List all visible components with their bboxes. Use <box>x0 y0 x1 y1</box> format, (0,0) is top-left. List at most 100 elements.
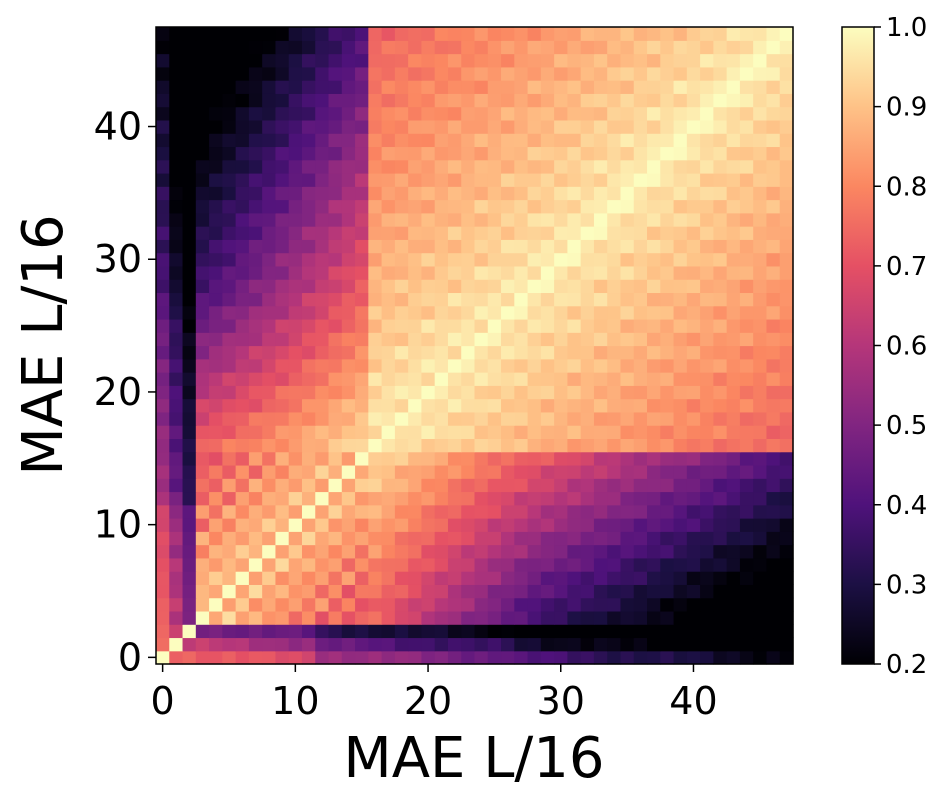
heatmap-cell <box>620 385 635 400</box>
heatmap-cell <box>315 159 330 174</box>
heatmap-cell <box>434 239 449 254</box>
heatmap-cell <box>739 239 754 254</box>
heatmap-cell <box>209 146 223 161</box>
heatmap-cell <box>368 451 383 466</box>
heatmap-cell <box>461 385 476 400</box>
heatmap-cell <box>288 172 303 187</box>
heatmap-cell <box>700 292 714 307</box>
heatmap-cell <box>248 106 263 121</box>
heatmap-cell <box>487 106 502 121</box>
heatmap-cell <box>567 531 582 546</box>
heatmap-cell <box>647 584 661 599</box>
heatmap-cell <box>779 385 794 400</box>
heatmap-cell <box>607 119 622 134</box>
heatmap-cell <box>660 372 675 386</box>
heatmap-cell <box>434 53 449 68</box>
heatmap-cell <box>169 239 184 254</box>
heatmap-cell <box>766 531 781 546</box>
heatmap-cell <box>288 425 303 439</box>
heatmap-cell <box>301 226 316 240</box>
heatmap-cell <box>554 27 568 41</box>
heatmap-cell <box>753 265 768 280</box>
heatmap-cell <box>726 597 741 612</box>
heatmap-cell <box>647 199 661 214</box>
heatmap-cell <box>315 40 330 55</box>
heatmap-cell <box>301 93 316 108</box>
heatmap-cell <box>501 637 515 652</box>
heatmap-cell <box>766 186 781 201</box>
heatmap-cell <box>262 80 277 94</box>
heatmap-cell <box>607 504 622 519</box>
heatmap-cell <box>461 451 476 466</box>
heatmap-cell <box>301 40 316 55</box>
heatmap-cell <box>421 199 436 214</box>
heatmap-cell <box>686 398 701 413</box>
heatmap-cell <box>766 66 781 81</box>
heatmap-cell <box>381 372 396 386</box>
heatmap-cell <box>408 239 423 254</box>
heatmap-cell <box>779 464 794 479</box>
heatmap-cell <box>540 610 555 625</box>
heatmap-cell <box>686 292 701 307</box>
heatmap-cell <box>514 159 529 174</box>
heatmap-cell <box>182 650 197 665</box>
heatmap-cell <box>262 186 277 201</box>
heatmap-cell <box>474 159 489 174</box>
heatmap-cell <box>248 518 263 532</box>
heatmap-cell <box>753 531 768 546</box>
heatmap-cell <box>368 624 383 639</box>
heatmap-cell <box>607 464 622 479</box>
heatmap-cell <box>501 305 515 320</box>
heatmap-cell <box>355 571 369 585</box>
heatmap-cell <box>447 239 462 254</box>
heatmap-cell <box>421 292 436 307</box>
heatmap-cell <box>421 27 436 41</box>
heatmap-cell <box>487 571 502 585</box>
heatmap-cell <box>739 133 754 148</box>
heatmap-cell <box>713 610 728 625</box>
heatmap-cell <box>487 650 502 665</box>
heatmap-cell <box>620 106 635 121</box>
heatmap-cell <box>487 451 502 466</box>
heatmap-cell <box>540 358 555 373</box>
heatmap-cell <box>169 159 184 174</box>
heatmap-cell <box>607 93 622 108</box>
heatmap-cell <box>301 478 316 493</box>
heatmap-cell <box>647 186 661 201</box>
heatmap-cell <box>288 318 303 333</box>
heatmap-cell <box>461 372 476 386</box>
heatmap-cell <box>195 610 210 625</box>
heatmap-cell <box>660 133 675 148</box>
heatmap-cell <box>341 491 356 506</box>
heatmap-cell <box>700 53 714 68</box>
heatmap-cell <box>222 610 237 625</box>
heatmap-cell <box>607 265 622 280</box>
heatmap-cell <box>301 372 316 386</box>
heatmap-cell <box>567 53 582 68</box>
heatmap-cell <box>607 451 622 466</box>
heatmap-cell <box>580 584 595 599</box>
heatmap-cell <box>540 637 555 652</box>
heatmap-cell <box>739 544 754 559</box>
heatmap-cell <box>580 411 595 426</box>
heatmap-cell <box>169 40 184 55</box>
heatmap-cell <box>593 571 608 585</box>
heatmap-cell <box>315 239 330 254</box>
heatmap-cell <box>753 40 768 55</box>
heatmap-cell <box>474 40 489 55</box>
heatmap-cell <box>315 186 330 201</box>
heatmap-cell <box>355 199 369 214</box>
heatmap-cell <box>700 557 714 572</box>
heatmap-cell <box>527 345 542 360</box>
heatmap-cell <box>567 557 582 572</box>
heatmap-cell <box>461 624 476 639</box>
heatmap-cell <box>368 557 383 572</box>
heatmap-cell <box>275 119 290 134</box>
heatmap-cell <box>647 53 661 68</box>
heatmap-cell <box>341 80 356 94</box>
heatmap-cell <box>673 279 688 294</box>
heatmap-cell <box>156 212 170 227</box>
heatmap-cell <box>660 491 675 506</box>
heatmap-cell <box>195 239 210 254</box>
heatmap-cell <box>275 372 290 386</box>
